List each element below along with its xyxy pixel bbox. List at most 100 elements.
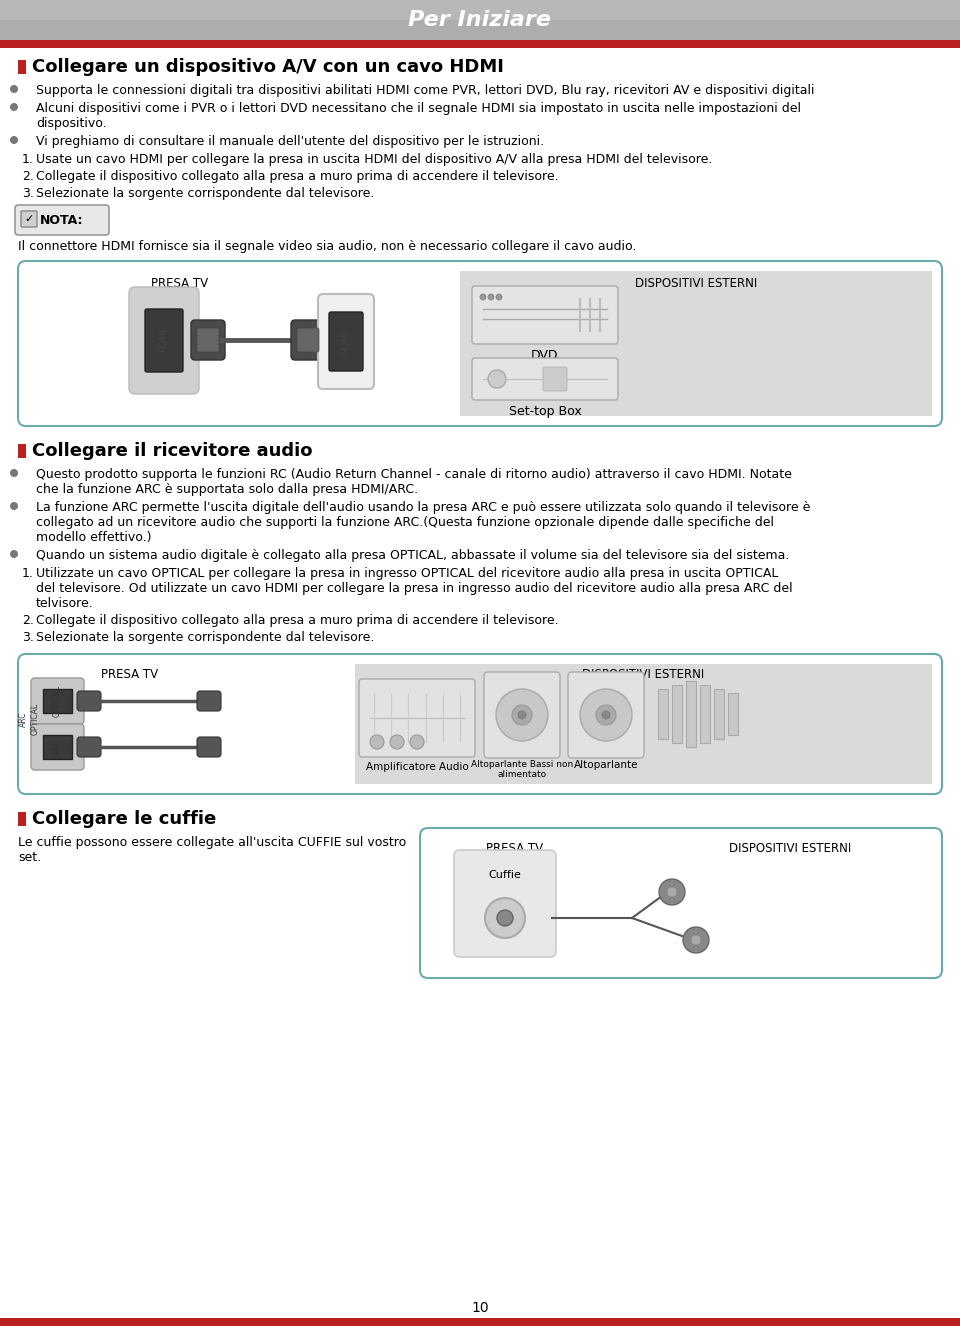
Bar bbox=[700, 686, 710, 743]
Bar bbox=[672, 686, 682, 743]
Text: collegato ad un ricevitore audio che supporti la funzione ARC.(Questa funzione o: collegato ad un ricevitore audio che sup… bbox=[36, 516, 774, 529]
Text: Supporta le connessioni digitali tra dispositivi abilitati HDMI come PVR, lettor: Supporta le connessioni digitali tra dis… bbox=[36, 84, 814, 97]
Bar bbox=[18, 60, 26, 74]
Circle shape bbox=[683, 927, 709, 953]
Text: che la funzione ARC è supportata solo dalla presa HDMI/ARC.: che la funzione ARC è supportata solo da… bbox=[36, 483, 419, 496]
Text: 3.: 3. bbox=[22, 631, 34, 644]
Text: ARC: ARC bbox=[53, 740, 62, 754]
Text: modello effettivo.): modello effettivo.) bbox=[36, 530, 152, 544]
FancyBboxPatch shape bbox=[191, 320, 225, 359]
Circle shape bbox=[10, 503, 18, 511]
Text: OPTICAL: OPTICAL bbox=[53, 686, 62, 717]
Bar bbox=[43, 690, 72, 713]
Bar bbox=[0, 40, 960, 48]
Circle shape bbox=[488, 294, 494, 300]
FancyBboxPatch shape bbox=[197, 737, 221, 757]
Text: OPTICAL: OPTICAL bbox=[31, 703, 40, 735]
Circle shape bbox=[10, 85, 18, 93]
Circle shape bbox=[370, 735, 384, 749]
FancyBboxPatch shape bbox=[18, 261, 942, 426]
Bar bbox=[686, 682, 696, 747]
FancyBboxPatch shape bbox=[21, 211, 37, 227]
FancyBboxPatch shape bbox=[472, 286, 618, 343]
Bar bbox=[728, 693, 738, 735]
Bar bbox=[658, 690, 668, 739]
Text: ✓: ✓ bbox=[24, 213, 34, 224]
Circle shape bbox=[10, 469, 18, 477]
Text: telvisore.: telvisore. bbox=[36, 597, 94, 610]
Circle shape bbox=[659, 879, 685, 906]
Text: Per Iniziare: Per Iniziare bbox=[409, 11, 551, 30]
FancyBboxPatch shape bbox=[472, 358, 618, 400]
FancyBboxPatch shape bbox=[329, 312, 363, 371]
Circle shape bbox=[410, 735, 424, 749]
FancyBboxPatch shape bbox=[543, 367, 567, 391]
FancyBboxPatch shape bbox=[129, 286, 199, 394]
Text: DISPOSITIVI ESTERNI: DISPOSITIVI ESTERNI bbox=[583, 668, 705, 682]
Text: 2.: 2. bbox=[22, 614, 34, 627]
Text: 1.: 1. bbox=[22, 568, 34, 579]
Text: Collegate il dispositivo collegato alla presa a muro prima di accendere il telev: Collegate il dispositivo collegato alla … bbox=[36, 614, 559, 627]
FancyBboxPatch shape bbox=[15, 206, 109, 235]
Text: PRESA TV: PRESA TV bbox=[102, 668, 158, 682]
Bar bbox=[0, 0, 960, 40]
Text: PRESA TV: PRESA TV bbox=[152, 277, 208, 290]
Text: Collegare un dispositivo A/V con un cavo HDMI: Collegare un dispositivo A/V con un cavo… bbox=[32, 58, 504, 76]
Text: DISPOSITIVI ESTERNI: DISPOSITIVI ESTERNI bbox=[729, 842, 852, 855]
Text: Altoparlante: Altoparlante bbox=[574, 760, 638, 770]
Circle shape bbox=[518, 711, 526, 719]
Bar bbox=[43, 735, 72, 758]
Text: HDMI: HDMI bbox=[159, 329, 169, 353]
Circle shape bbox=[390, 735, 404, 749]
Circle shape bbox=[485, 898, 525, 937]
Circle shape bbox=[496, 294, 502, 300]
FancyBboxPatch shape bbox=[568, 672, 644, 758]
Text: HDMI: HDMI bbox=[342, 329, 350, 354]
Text: Collegare il ricevitore audio: Collegare il ricevitore audio bbox=[32, 442, 313, 460]
Text: Alcuni dispositivi come i PVR o i lettori DVD necessitano che il segnale HDMI si: Alcuni dispositivi come i PVR o i lettor… bbox=[36, 102, 801, 115]
FancyBboxPatch shape bbox=[18, 654, 942, 794]
FancyBboxPatch shape bbox=[197, 328, 219, 351]
FancyBboxPatch shape bbox=[31, 724, 84, 770]
Circle shape bbox=[602, 711, 610, 719]
Text: Amplificatore Audio: Amplificatore Audio bbox=[366, 762, 468, 772]
Bar bbox=[355, 664, 932, 784]
Text: Il connettore HDMI fornisce sia il segnale video sia audio, non è necessario col: Il connettore HDMI fornisce sia il segna… bbox=[18, 240, 636, 253]
Circle shape bbox=[596, 705, 616, 725]
FancyBboxPatch shape bbox=[145, 309, 183, 373]
Text: Set-top Box: Set-top Box bbox=[509, 404, 582, 418]
Text: 2.: 2. bbox=[22, 170, 34, 183]
Text: DISPOSITIVI ESTERNI: DISPOSITIVI ESTERNI bbox=[635, 277, 757, 290]
Text: dispositivo.: dispositivo. bbox=[36, 117, 107, 130]
FancyBboxPatch shape bbox=[359, 679, 475, 757]
Bar bbox=[18, 444, 26, 457]
Text: del televisore. Od utilizzate un cavo HDMI per collegare la presa in ingresso au: del televisore. Od utilizzate un cavo HD… bbox=[36, 582, 793, 595]
Text: Vi preghiamo di consultare il manuale dell'utente del dispositivo per le istruzi: Vi preghiamo di consultare il manuale de… bbox=[36, 135, 544, 149]
Text: Questo prodotto supporta le funzioni RC (Audio Return Channel - canale di ritorn: Questo prodotto supporta le funzioni RC … bbox=[36, 468, 792, 481]
Text: NOTA:: NOTA: bbox=[40, 213, 84, 227]
Text: Usate un cavo HDMI per collegare la presa in uscita HDMI del dispositivo A/V all: Usate un cavo HDMI per collegare la pres… bbox=[36, 152, 712, 166]
Bar bbox=[0, 1318, 960, 1326]
Text: 3.: 3. bbox=[22, 187, 34, 200]
Text: La funzione ARC permette l'uscita digitale dell'audio usando la presa ARC e può : La funzione ARC permette l'uscita digita… bbox=[36, 501, 810, 514]
FancyBboxPatch shape bbox=[454, 850, 556, 957]
FancyBboxPatch shape bbox=[484, 672, 560, 758]
Text: DVD: DVD bbox=[531, 349, 559, 362]
Circle shape bbox=[667, 887, 677, 896]
Text: 10: 10 bbox=[471, 1301, 489, 1315]
Circle shape bbox=[496, 690, 548, 741]
FancyBboxPatch shape bbox=[318, 294, 374, 389]
Circle shape bbox=[10, 103, 18, 111]
Bar bbox=[714, 690, 724, 739]
FancyBboxPatch shape bbox=[197, 691, 221, 711]
Circle shape bbox=[580, 690, 632, 741]
Circle shape bbox=[512, 705, 532, 725]
Circle shape bbox=[691, 935, 701, 945]
FancyBboxPatch shape bbox=[291, 320, 325, 359]
Text: Collegare le cuffie: Collegare le cuffie bbox=[32, 810, 216, 827]
Text: Quando un sistema audio digitale è collegato alla presa OPTICAL, abbassate il vo: Quando un sistema audio digitale è colle… bbox=[36, 549, 789, 562]
Text: Altoparlante Bassi non
alimentato: Altoparlante Bassi non alimentato bbox=[470, 760, 573, 780]
Text: Selezionate la sorgente corrispondente dal televisore.: Selezionate la sorgente corrispondente d… bbox=[36, 631, 374, 644]
Circle shape bbox=[497, 910, 513, 926]
Circle shape bbox=[10, 550, 18, 558]
